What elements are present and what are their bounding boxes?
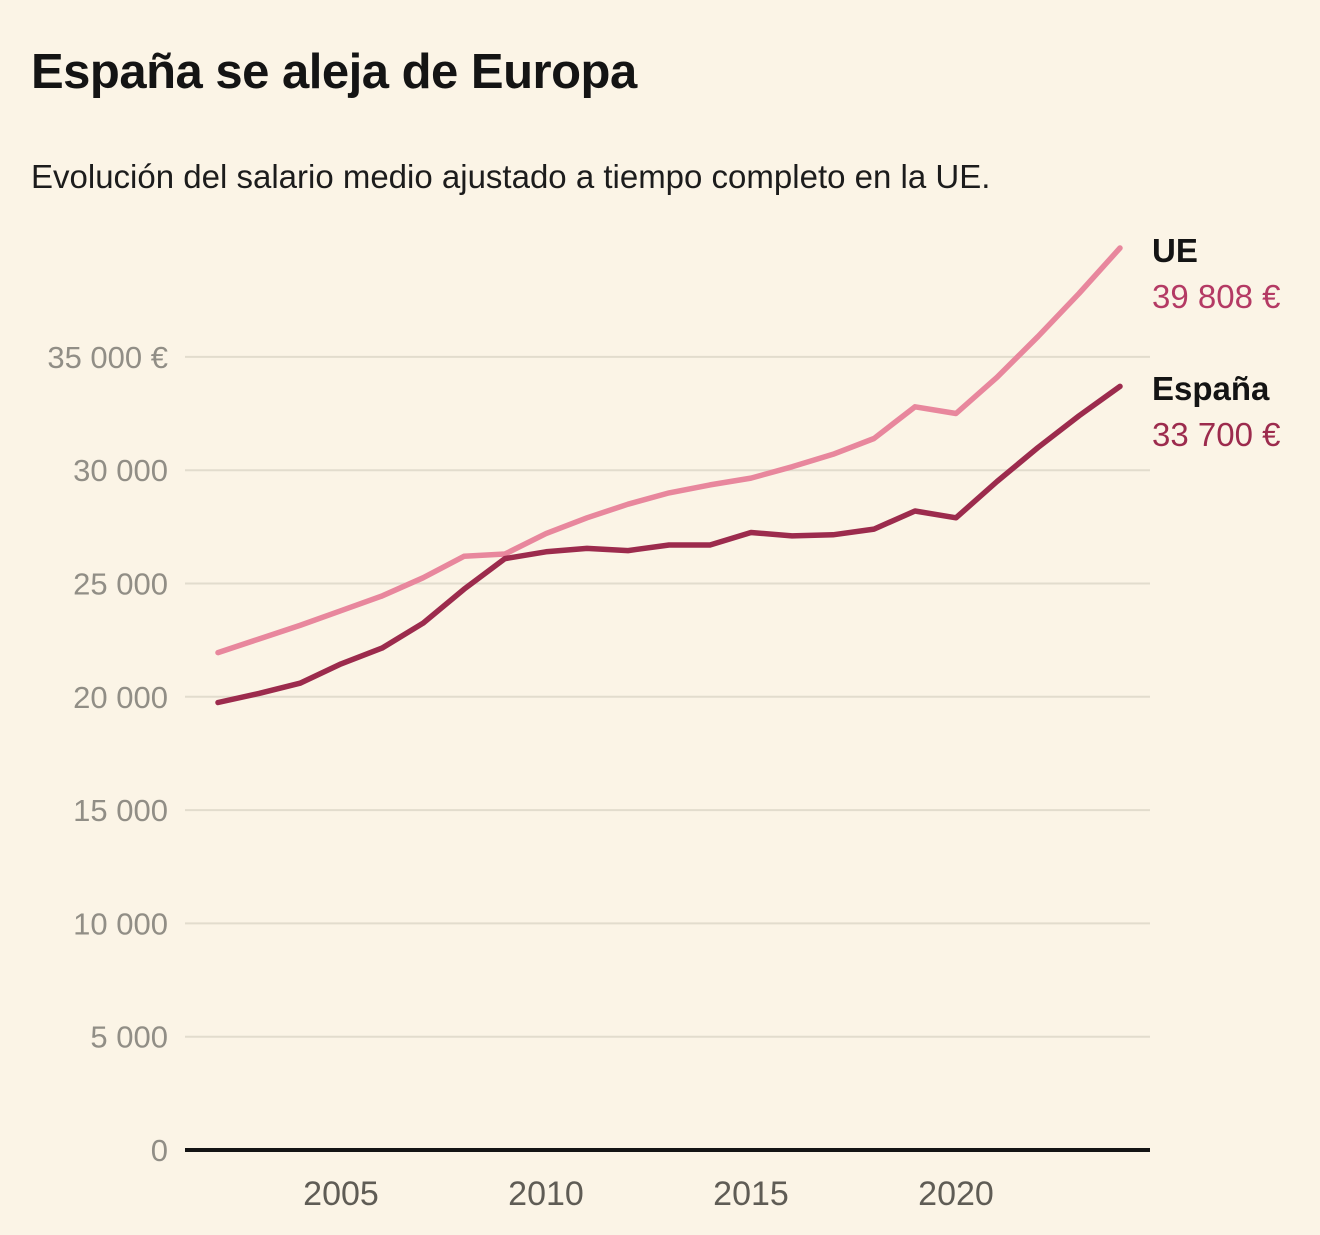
x-tick-label: 2020 (918, 1175, 994, 1213)
chart-subtitle: Evolución del salario medio ajustado a t… (31, 158, 991, 195)
chart-title: España se aleja de Europa (31, 45, 637, 99)
y-tick-label: 5 000 (90, 1020, 168, 1055)
y-tick-label: 30 000 (73, 453, 168, 488)
y-tick-label: 0 (151, 1133, 168, 1168)
y-axis-labels: 0 5 000 10 000 15 000 20 000 25 000 30 000 35 0… (47, 340, 168, 1168)
y-tick-label: 35 000 € (47, 340, 168, 375)
y-tick-label: 25 000 (73, 567, 168, 602)
espana-series-label: España 33 700 € (1152, 372, 1280, 451)
ue-series-label: UE 39 808 € (1152, 234, 1280, 313)
ue-line (215, 245, 1123, 656)
espana-line (215, 383, 1123, 706)
x-axis-labels: 2005 2010 2015 2020 (303, 1175, 994, 1213)
espana-series-name: España (1152, 370, 1270, 407)
y-tick-label: 20 000 (73, 680, 168, 715)
x-tick-label: 2005 (303, 1175, 379, 1213)
ue-series-value: 39 808 € (1152, 278, 1281, 315)
y-tick-label: 10 000 (73, 906, 168, 941)
x-tick-label: 2015 (713, 1175, 789, 1213)
gridlines (185, 355, 1150, 1152)
y-tick-label: 15 000 (73, 793, 168, 828)
x-tick-label: 2010 (508, 1175, 584, 1213)
espana-series-value: 33 700 € (1152, 416, 1281, 453)
ue-series-name: UE (1152, 232, 1198, 269)
